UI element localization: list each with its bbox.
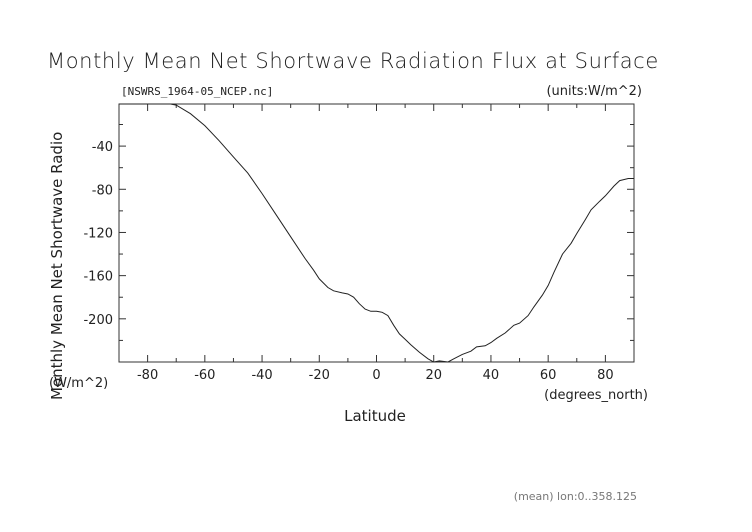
y-tick-label: -120: [83, 226, 113, 241]
y-axis-label: Monthly Mean Net Shortwave Radio: [48, 132, 66, 400]
y-tick-label: -40: [92, 140, 113, 155]
footnote: (mean) lon:0..358.125: [514, 490, 637, 503]
y-tick-label: -200: [83, 313, 113, 328]
x-tick-label: 20: [425, 368, 442, 383]
series-line: [119, 103, 634, 363]
x-axis-label: Latitude: [344, 407, 406, 425]
x-axis: -80 -60 -40 -20 0 20 40 60 80: [118, 104, 635, 383]
plot-frame: [118, 103, 635, 363]
file-label: [NSWRS_1964-05_NCEP.nc]: [121, 85, 273, 98]
y-tick-label: -80: [92, 183, 113, 198]
x-tick-label: 0: [372, 368, 380, 383]
y-tick-label: -160: [83, 270, 113, 285]
y-axis-units: (W/m^2): [49, 376, 108, 391]
chart-title: Monthly Mean Net Shortwave Radiation Flu…: [47, 49, 659, 73]
x-tick-label: 40: [483, 368, 500, 383]
x-tick-label: 80: [597, 368, 614, 383]
y-axis: -40 -80 -120 -160 -200: [83, 124, 634, 341]
units-label: (units:W/m^2): [546, 84, 642, 99]
x-tick-label: -20: [309, 368, 330, 383]
x-tick-label: -80: [137, 368, 158, 383]
x-tick-label: 60: [540, 368, 557, 383]
x-tick-label: -40: [251, 368, 272, 383]
x-tick-label: -60: [194, 368, 215, 383]
x-axis-units: (degrees_north): [544, 388, 648, 403]
